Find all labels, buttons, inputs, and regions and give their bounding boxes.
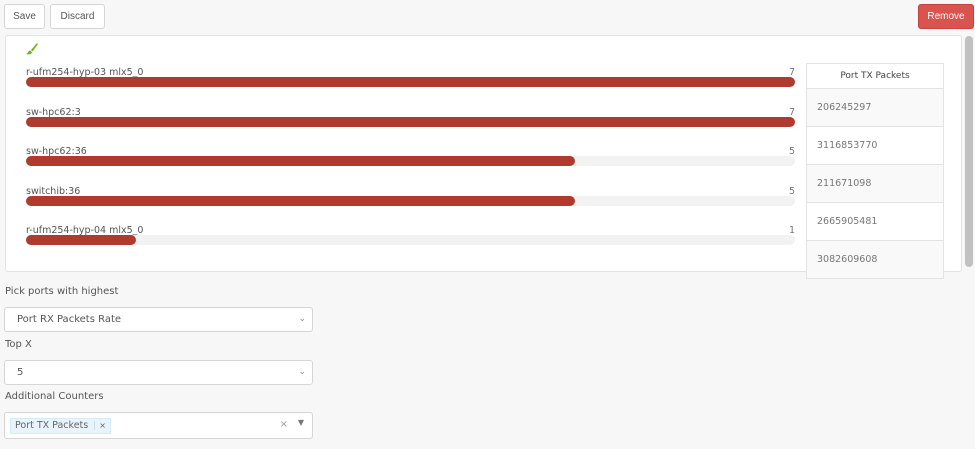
bar-track [26, 156, 795, 166]
bar [26, 116, 795, 127]
bar-label: r-ufm254-hyp-03 mlx5_0 [26, 67, 144, 78]
chevron-down-icon: ⌄ [298, 367, 306, 377]
table-cell: 3082609608 [807, 241, 943, 279]
bar [26, 195, 576, 206]
widget-panel [5, 35, 962, 272]
table-header: Port TX Packets [807, 64, 943, 89]
topx-select[interactable]: 5 ⌄ [4, 360, 313, 385]
bar-track [26, 195, 795, 206]
bar-row: r-ufm254-hyp-03 mlx5_0 7 [26, 67, 795, 97]
pick-label: Pick ports with highest [5, 286, 119, 297]
caret-down-icon[interactable]: ▼ [297, 418, 304, 427]
remove-button[interactable]: Remove [918, 4, 974, 29]
bar-row: r-ufm254-hyp-04 mlx5_0 1 [26, 225, 795, 255]
table-cell: 211671098 [807, 165, 943, 203]
scrollbar[interactable] [965, 36, 973, 267]
counters-multiselect[interactable]: Port TX Packets × × ▼ [4, 412, 313, 439]
bar [26, 235, 136, 245]
brush-icon[interactable] [26, 43, 38, 55]
topx-value: 5 [17, 367, 24, 378]
bar-track [26, 116, 795, 127]
save-button[interactable]: Save [4, 4, 45, 29]
bar-value: 7 [788, 67, 795, 78]
bar-value: 7 [788, 106, 795, 118]
bar-row: sw-hpc62:3 7 [26, 107, 795, 137]
bar-value: 5 [788, 146, 795, 157]
pick-select[interactable]: Port RX Packets Rate ⌄ [4, 307, 313, 332]
table-cell: 2665905481 [807, 203, 943, 241]
counters-label: Additional Counters [5, 391, 104, 402]
bar-label: switchib:36 [26, 185, 81, 197]
topx-label: Top X [5, 339, 32, 350]
table-cell: 206245297 [807, 89, 943, 127]
table-cell: 3116853770 [807, 127, 943, 165]
bar-value: 5 [788, 185, 795, 197]
tag-port-tx-packets: Port TX Packets × [10, 417, 111, 434]
discard-button[interactable]: Discard [50, 4, 105, 29]
bar [26, 77, 795, 87]
bar-track [26, 77, 795, 87]
tag-label: Port TX Packets [15, 420, 89, 431]
chevron-down-icon: ⌄ [298, 314, 306, 324]
pick-value: Port RX Packets Rate [17, 314, 122, 325]
bar-label: sw-hpc62:36 [26, 146, 87, 157]
bar-row: sw-hpc62:36 5 [26, 146, 795, 176]
bar-track [26, 235, 795, 245]
bar [26, 156, 576, 166]
bar-value: 1 [788, 225, 795, 236]
counter-table: Port TX Packets 206245297 3116853770 21167… [806, 63, 944, 279]
clear-icon[interactable]: × [279, 419, 288, 430]
bar-label: sw-hpc62:3 [26, 106, 81, 118]
tag-remove-icon[interactable]: × [94, 421, 106, 430]
bar-row: switchib:36 5 [26, 186, 795, 216]
bar-label: r-ufm254-hyp-04 mlx5_0 [26, 225, 144, 236]
